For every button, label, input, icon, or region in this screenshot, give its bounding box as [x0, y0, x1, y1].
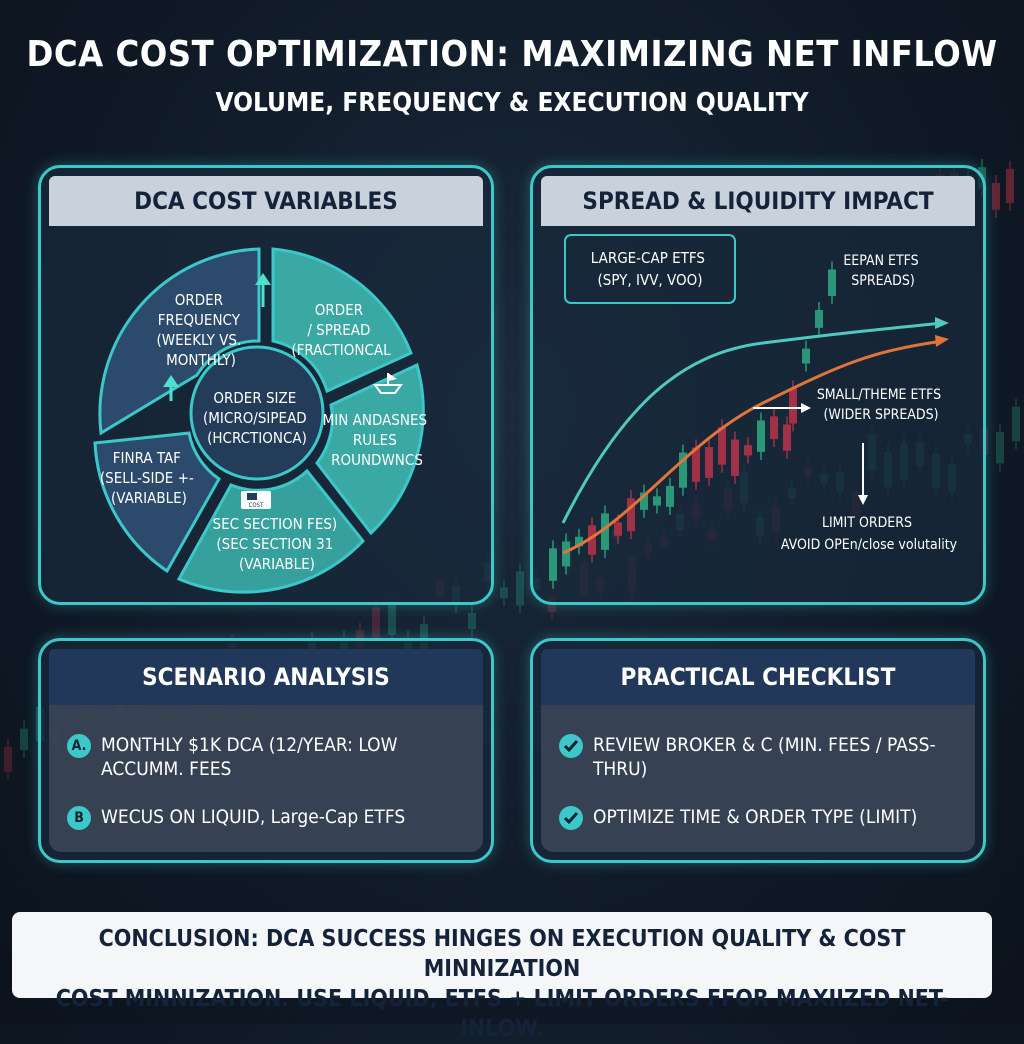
background-candle [815, 301, 823, 336]
checkmark-icon [559, 734, 583, 758]
background-candle [705, 438, 713, 486]
background-candle [731, 431, 739, 484]
large-cap-label-box [564, 234, 736, 304]
scenario-text-a: MONTHLY $1K DCA (12/YEAR: LOW ACCUMM. FE… [101, 734, 398, 780]
limit-orders-label: LIMIT ORDERS AVOID OPEn/close volutality [781, 515, 958, 553]
background-candle [679, 444, 687, 496]
scenario-analysis-title: SCENARIO ANALYSIS [49, 649, 483, 705]
conclusion-line-2: COST MINNIZATION. USE LIQUID, ETFS + LIM… [55, 986, 949, 1042]
segment-frequency-label: ORDER FREQUENCY (WEEKLY VS. MONTHLY) [157, 291, 246, 369]
background-candle [666, 477, 674, 515]
wheel-segment-sec-fees [176, 468, 365, 594]
up-arrow-icon [255, 273, 271, 307]
scenario-badge-a: A. [67, 734, 91, 758]
segment-spread-label: ORDER / SPREAD (FRACTIONCAL [291, 301, 391, 359]
wheel-segment-min-rules [315, 362, 425, 536]
small-theme-label: SMALL/THEME ETFS (WIDER SPREADS) [817, 387, 945, 423]
page-title: DCA COST OPTIMIZATION: MAXIMIZING NET IN… [26, 34, 998, 75]
background-candle [601, 505, 609, 558]
scenario-badge-b: B [67, 806, 91, 830]
checklist-item-2: OPTIMIZE TIME & ORDER TYPE (LIMIT) [559, 805, 963, 830]
wide-spread-label: EEPAN ETFS SPREADS) [843, 253, 922, 289]
liquidity-curves-diagram: LARGE-CAP ETFS (SPY, IVV, VOO) EEPAN ETF… [549, 234, 958, 589]
background-candle [500, 579, 508, 607]
background-candle [4, 739, 12, 780]
checklist-text-2: OPTIMIZE TIME & ORDER TYPE (LIMIT) [593, 806, 918, 828]
inner-candlesticks [549, 261, 836, 589]
practical-checklist-title: PRACTICAL CHECKLIST [541, 649, 975, 705]
background-candle [549, 540, 557, 589]
down-arrow-icon [858, 443, 868, 505]
background-candle [1006, 160, 1014, 212]
liquidity-impact-title: SPREAD & LIQUIDITY IMPACT [541, 176, 975, 226]
background-candle [468, 605, 476, 638]
checklist-body: REVIEW BROKER & C (MIN. FEES / PASS-THRU… [541, 705, 975, 852]
checklist-item-1: REVIEW BROKER & C (MIN. FEES / PASS-THRU… [559, 733, 963, 781]
background-candle [757, 412, 765, 460]
large-cap-curve [561, 321, 944, 524]
checkmark-icon [559, 806, 583, 830]
cost-wheel-diagram: COST ORDER FREQUENCY (WEEKLY VS. MONTHLY… [93, 247, 432, 594]
liquidity-impact-panel: SPREAD & LIQUIDITY IMPACT LARGE-CAP ETFS… [530, 165, 986, 605]
background-candle [20, 720, 28, 759]
segment-finra-label: FINRA TAF (SELL-SIDE +- (VARIABLE) [100, 449, 198, 507]
scenario-item-a: A. MONTHLY $1K DCA (12/YEAR: LOW ACCUMM.… [67, 733, 471, 781]
wheel-segment-finra-taf [93, 431, 221, 574]
background-candle [562, 533, 570, 575]
conclusion-line-1: CONCLUSION: DCA SUCCESS HINGES ON EXECUT… [98, 926, 906, 982]
small-cap-curve [562, 339, 944, 555]
background-candle [992, 175, 1000, 218]
cost-document-icon: COST [241, 491, 271, 509]
background-candle [588, 517, 596, 563]
background-candle [802, 340, 810, 372]
segment-min-rules-label: MIN ANDASNES RULES ROUNDWNCS [323, 411, 432, 469]
cost-icon-label: COST [249, 502, 264, 509]
wheel-center-label: ORDER SIZE (MICRO/SIPEAD (HCRCTIONCA) [203, 389, 311, 447]
scenario-body: A. MONTHLY $1K DCA (12/YEAR: LOW ACCUMM.… [49, 705, 483, 852]
scenario-text-b: WECUS ON LIQUID, Large-Cap ETFS [101, 806, 406, 828]
large-cap-label: LARGE-CAP ETFS (SPY, IVV, VOO) [591, 249, 710, 289]
background-candle [996, 423, 1004, 472]
background-candle [627, 490, 635, 540]
background-candle [653, 488, 661, 514]
practical-checklist-panel: PRACTICAL CHECKLIST REVIEW BROKER & C (M… [530, 638, 986, 863]
wheel-segment-frequency [98, 247, 261, 436]
background-candle [828, 261, 836, 305]
scenario-analysis-panel: SCENARIO ANALYSIS A. MONTHLY $1K DCA (12… [38, 638, 494, 863]
segment-sec-fees-label: SEC SECTION FES) (SEC SECTION 31 (VARIAB… [213, 515, 342, 573]
up-arrow-icon [163, 375, 179, 401]
right-arrow-icon [753, 403, 811, 413]
page-subtitle: VOLUME, FREQUENCY & EXECUTION QUALITY [215, 88, 809, 118]
background-candle [640, 484, 648, 518]
arrow-head-icon [935, 317, 949, 329]
cost-variables-panel: DCA COST VARIABLES COST ORD [38, 165, 494, 605]
checklist-text-1: REVIEW BROKER & C (MIN. FEES / PASS-THRU… [593, 734, 936, 780]
wheel-segment-spread [271, 247, 413, 394]
conclusion-banner: CONCLUSION: DCA SUCCESS HINGES ON EXECUT… [12, 912, 992, 1042]
background-candle [1012, 398, 1020, 450]
cost-variables-title: DCA COST VARIABLES [49, 176, 483, 226]
arrow-head-icon [935, 335, 949, 347]
wheel-center [189, 345, 325, 481]
background-candle [783, 416, 791, 459]
background-candle [575, 528, 583, 555]
background-candle [516, 563, 524, 614]
boat-icon [373, 373, 403, 394]
background-candle [770, 408, 778, 448]
background-candle [744, 437, 752, 464]
scenario-item-b: B WECUS ON LIQUID, Large-Cap ETFS [67, 805, 471, 830]
